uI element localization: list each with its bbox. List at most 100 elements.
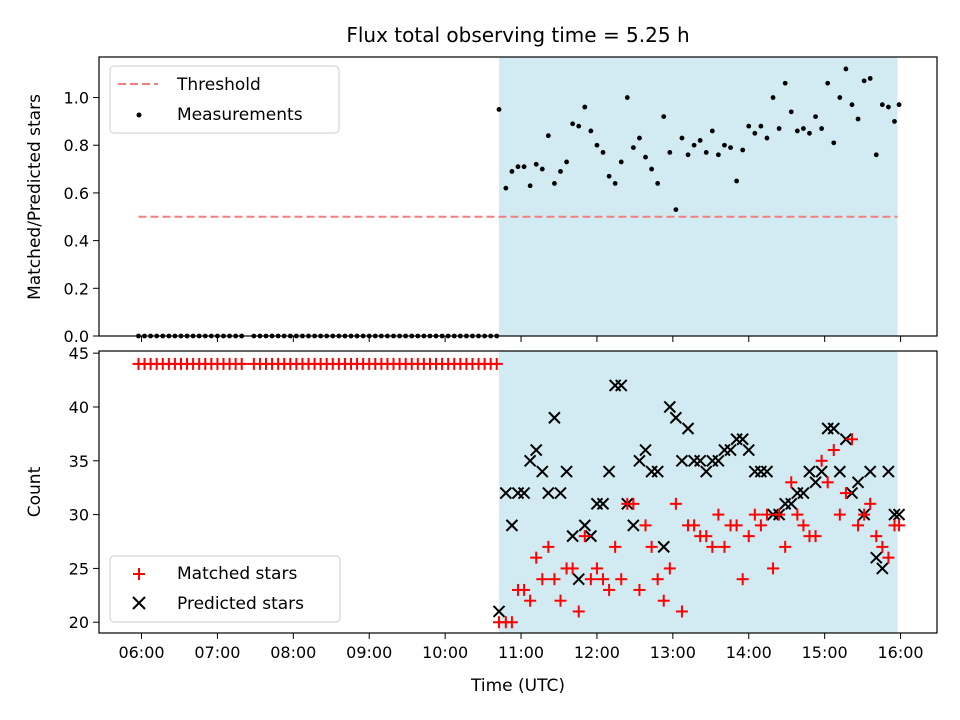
matched-star-marker [730,519,743,532]
measurement-point [667,149,673,155]
x-tick-label: 16:00 [878,643,924,662]
matched-legend-label: Matched stars [177,564,297,584]
measurement-point [879,102,885,108]
measurement-point [496,107,502,112]
matched-star-marker [833,508,846,521]
chart-title: Flux total observing time = 5.25 h [346,23,689,47]
measurement-point [582,104,588,110]
y-tick-label: 40 [69,398,89,417]
measurement-point [545,133,551,139]
predicted-star-marker [888,508,901,521]
measurement-point [649,166,654,172]
ratio-x-ticks [141,336,902,342]
y-tick-label: 0.6 [64,184,89,203]
y-tick-label: 1.0 [64,89,89,108]
predicted-star-marker [542,486,555,500]
measurement-point [509,169,515,174]
measurement-point [782,80,788,86]
predicted-star-marker [724,443,737,457]
matched-star-marker [870,530,883,543]
predicted-star-marker [815,465,828,478]
predicted-star-marker [827,422,840,435]
predicted-legend-label: Predicted stars [177,594,304,614]
matched-star-marker [657,594,670,607]
predicted-star-marker [657,540,670,554]
measurement-point [527,183,533,189]
matched-star-marker [785,476,798,489]
predicted-star-marker [736,433,749,446]
y-tick-label: 45 [69,344,89,363]
measurement-point [661,114,667,120]
predicted-star-marker [681,422,695,435]
measurement-point [558,169,563,174]
measurement-point [503,185,509,191]
measurement-point [849,102,855,108]
matched-star-marker [490,357,503,370]
measurement-point [588,128,594,134]
measurement-point [746,123,752,129]
predicted-star-marker [851,476,865,489]
measurement-point [679,135,685,141]
measurement-point [539,166,545,172]
threshold-legend-label: Threshold [176,75,261,95]
x-tick-label: 13:00 [650,643,696,662]
count-y-ticks: 20 25 30 35 40 45 [69,344,99,632]
matched-star-marker [590,562,603,575]
measurement-point [807,130,812,136]
matched-star-marker [688,519,701,532]
x-tick-label: 07:00 [194,643,240,662]
matched-star-marker [651,573,664,586]
matched-star-marker [700,530,713,543]
x-tick-label: 09:00 [346,643,392,662]
predicted-star-marker [627,519,640,532]
matched-star-marker [748,508,761,521]
matched-star-marker [505,616,518,629]
matched-star-marker [566,562,579,575]
measurement-point [576,123,582,129]
measurement-point [728,145,733,151]
y-tick-label: 0.0 [64,327,89,346]
measurement-point [861,78,867,84]
predicted-legend-swatch [132,596,146,610]
predicted-star-marker [499,486,513,500]
y-tick-label: 0.8 [64,136,89,155]
matched-star-marker [615,573,628,586]
measurement-point [734,178,740,184]
matched-star-marker [736,573,749,586]
matched-star-marker [597,573,610,586]
predicted-star-marker [669,411,683,424]
predicted-star-marker [693,454,707,467]
predicted-star-marker [742,443,755,457]
matched-star-marker [518,583,531,596]
matched-star-marker [827,444,840,457]
predicted-star-marker [584,529,598,543]
measurement-point [600,149,606,155]
predicted-star-marker [633,454,646,467]
matched-star-marker [627,497,640,510]
matched-star-marker [572,605,585,618]
matched-star-marker [791,508,804,521]
predicted-star-marker [536,465,549,478]
matched-star-marker [578,530,591,543]
measurement-point [825,80,831,86]
measurement-point [715,152,721,158]
measurement-point [819,126,825,131]
count-legend: Matched stars Predicted stars [109,555,341,623]
y-tick-label: 30 [69,506,89,525]
ratio-legend: Threshold Measurements [109,65,340,134]
matched-star-marker [893,519,906,532]
predicted-star-marker [845,486,859,500]
measurement-point [740,147,746,153]
measurement-point [896,102,902,108]
matched-star-marker [548,573,561,586]
y-tick-label: 0.4 [64,232,89,251]
measurement-point [752,130,758,136]
matched-star-marker [603,583,616,596]
matched-star-marker [864,497,877,510]
measurement-point [886,104,891,110]
measurement-point [612,180,618,186]
y-tick-label: 35 [69,452,89,471]
measurement-point [843,66,849,72]
measurement-point [758,123,764,129]
x-tick-label: 15:00 [802,643,848,662]
